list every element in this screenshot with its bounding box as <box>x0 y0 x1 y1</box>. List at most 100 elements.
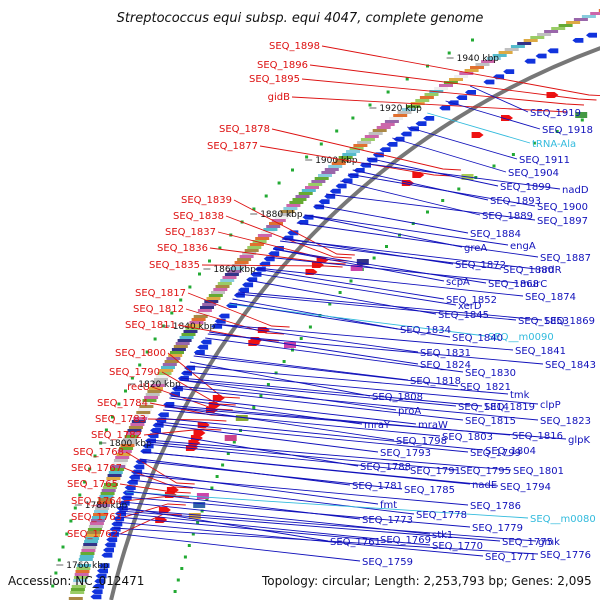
right-gene-label: SEQ_1872 <box>455 260 506 271</box>
left-leader-line <box>259 145 453 177</box>
content-block <box>197 309 212 312</box>
forward-gene-arrow <box>471 132 484 138</box>
content-block <box>280 210 295 213</box>
reverse-gene-arrow <box>169 391 180 397</box>
content-block <box>120 444 135 447</box>
right-leader-line <box>158 417 484 451</box>
content-block <box>108 471 123 474</box>
feature-dot <box>511 153 515 156</box>
feature-box <box>235 415 248 421</box>
content-block <box>247 246 262 249</box>
content-block <box>155 375 170 378</box>
feature-dot <box>282 360 286 363</box>
right-gene-label: SEQ_1771 <box>485 552 536 563</box>
right-gene-label: SEQ_1900 <box>537 202 588 213</box>
right-gene-label: SEQ_1889 <box>482 211 533 222</box>
content-block <box>119 447 134 450</box>
left-leader-line <box>271 128 462 171</box>
content-block <box>454 75 469 78</box>
feature-dot <box>405 77 409 81</box>
right-leader-line <box>280 240 502 270</box>
right-leader-line <box>119 510 501 542</box>
feature-box <box>188 513 201 519</box>
right-gene-label: SEQ_1919 <box>530 108 581 119</box>
content-block <box>249 243 264 246</box>
right-leader-line <box>252 272 457 306</box>
right-gene-label: SEQ_1803 <box>442 432 493 443</box>
feature-dot <box>372 256 376 260</box>
reverse-gene-arrow <box>211 324 223 329</box>
reverse-gene-arrow <box>415 121 427 126</box>
content-block <box>364 135 379 138</box>
right-leader-line <box>117 516 431 546</box>
right-gene-label: SEQ_1830 <box>465 368 516 379</box>
reverse-gene-arrow <box>126 480 138 485</box>
reverse-gene-arrow <box>90 594 102 600</box>
reverse-gene-arrow <box>157 412 169 418</box>
content-block <box>449 78 463 81</box>
feature-box <box>193 502 206 508</box>
right-leader-line <box>187 365 509 395</box>
right-gene-label: SEQ_1801 <box>513 466 564 477</box>
content-block <box>73 576 88 579</box>
genome-title: Streptococcus equi subsp. equi 4047, com… <box>117 11 484 26</box>
right-gene-label: SEQ_1840 <box>452 333 503 344</box>
reverse-gene-arrow <box>242 282 254 288</box>
content-block <box>126 432 140 435</box>
feature-dot <box>226 452 230 455</box>
genome-summary: Topology: circular; Length: 2,253,793 bp… <box>261 574 592 588</box>
right-gene-label: SEQ_1793 <box>380 448 431 459</box>
left-leader-line <box>233 199 355 256</box>
content-block <box>360 138 375 141</box>
right-gene-label: SEQ_1770 <box>432 541 483 552</box>
content-block <box>81 549 96 552</box>
right-gene-label: SEQ_1818 <box>410 376 461 387</box>
feature-dot <box>215 475 219 478</box>
content-block <box>123 438 138 441</box>
content-block <box>213 288 228 291</box>
content-block <box>308 183 323 186</box>
right-gene-label: SEQ_1775 <box>502 537 553 548</box>
content-block <box>289 201 304 204</box>
right-gene-label: SEQ_1853 <box>518 316 569 327</box>
content-block <box>173 345 188 348</box>
content-block <box>112 462 127 465</box>
content-block <box>301 189 316 192</box>
content-block <box>237 258 252 261</box>
content-block <box>263 228 278 231</box>
content-block <box>598 9 600 12</box>
content-block <box>74 573 89 576</box>
right-leader-line <box>156 421 469 453</box>
forward-gene-arrow <box>412 172 425 178</box>
content-block <box>498 51 513 54</box>
reverse-gene-arrow <box>465 90 476 95</box>
content-block <box>181 333 196 336</box>
feature-dot <box>426 210 429 214</box>
feature-dot <box>291 168 294 172</box>
reverse-gene-arrow <box>572 38 584 43</box>
content-block <box>150 384 165 387</box>
right-gene-label: SEQ_1868 <box>488 279 539 290</box>
content-block <box>124 435 139 438</box>
content-block <box>80 552 95 555</box>
forward-gene-arrow <box>501 115 513 121</box>
right-leader-line <box>314 204 469 234</box>
right-leader-line <box>304 214 463 248</box>
content-block <box>104 483 118 486</box>
reverse-gene-arrow <box>246 277 258 282</box>
feature-dot <box>274 371 278 375</box>
feature-dot <box>117 402 121 406</box>
content-block <box>335 159 350 162</box>
content-block <box>131 420 146 423</box>
feature-dot <box>188 285 192 289</box>
feature-dot <box>54 571 58 575</box>
right-gene-label: SEQ_1781 <box>352 481 403 492</box>
right-gene-label: SEQ_1911 <box>519 155 570 166</box>
right-gene-label: greA <box>464 243 487 254</box>
left-gene-label: SEQ_1765 <box>67 479 118 490</box>
content-block <box>139 405 154 408</box>
right-gene-label: SEQ_1843 <box>545 360 596 371</box>
reverse-gene-arrow <box>483 79 495 85</box>
content-block <box>128 426 143 429</box>
